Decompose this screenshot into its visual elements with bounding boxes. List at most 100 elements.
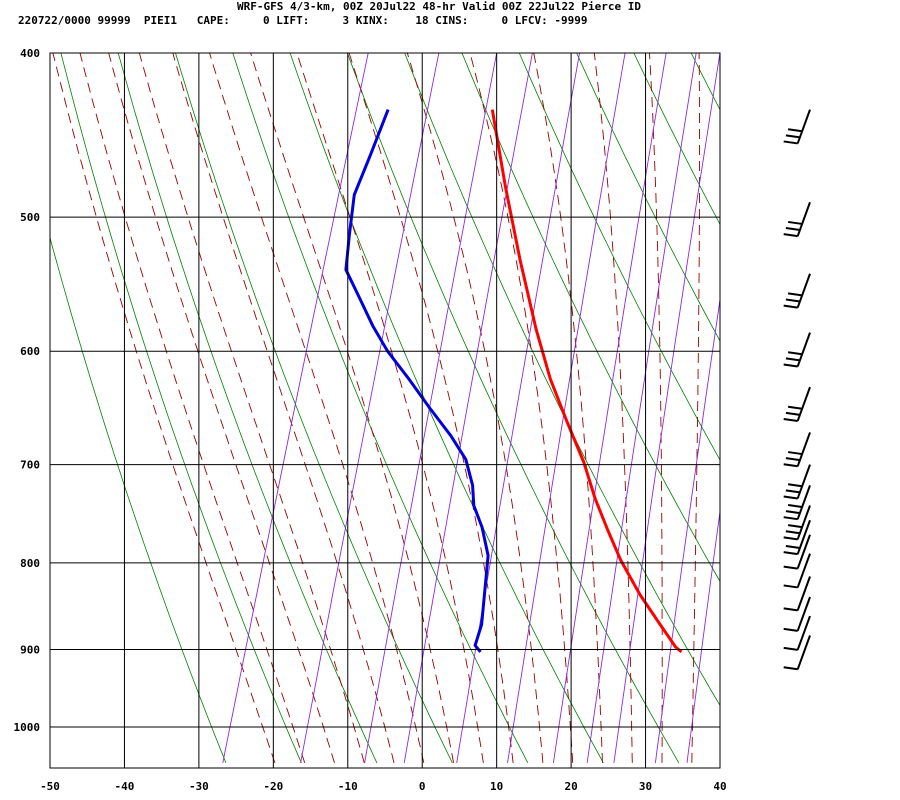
wind-barb bbox=[783, 576, 811, 612]
barb-flag bbox=[783, 417, 798, 422]
x-tick-label: -10 bbox=[338, 780, 358, 793]
wind-barb bbox=[783, 553, 811, 589]
x-tick-label: -50 bbox=[40, 780, 60, 793]
mixing-ratio-line bbox=[686, 508, 720, 763]
barb-flag bbox=[783, 304, 798, 309]
barb-flag bbox=[787, 220, 803, 225]
barb-staff bbox=[796, 596, 811, 632]
barb-flag bbox=[783, 536, 798, 541]
barb-flag bbox=[785, 227, 801, 232]
x-tick-label: 0 bbox=[419, 780, 426, 793]
mixing-ratio-line bbox=[507, 53, 626, 763]
moist-adiabat bbox=[649, 53, 663, 763]
dry-adiabat bbox=[404, 53, 720, 707]
wind-barbs bbox=[783, 109, 811, 671]
wind-barb bbox=[783, 596, 811, 632]
moist-adiabat bbox=[751, 15, 786, 763]
moist-adiabat bbox=[722, 15, 745, 763]
mixing-ratio-line bbox=[222, 53, 369, 763]
x-tick-label: -40 bbox=[115, 780, 135, 793]
wind-barb bbox=[783, 485, 811, 521]
barb-flag bbox=[785, 545, 801, 550]
barb-flag bbox=[785, 411, 801, 416]
barb-flag bbox=[783, 233, 798, 238]
plot-frame bbox=[49, 52, 721, 769]
wind-barb bbox=[783, 432, 811, 468]
barb-flag bbox=[787, 405, 803, 410]
moist-adiabat bbox=[533, 53, 603, 763]
mixing-ratio-line bbox=[456, 53, 581, 763]
barb-flag bbox=[787, 351, 803, 356]
barb-staff bbox=[796, 485, 811, 520]
x-tick-label: -20 bbox=[263, 780, 283, 793]
barb-flag bbox=[785, 298, 801, 303]
barb-flag bbox=[787, 483, 803, 488]
dewpoint-trace bbox=[344, 109, 490, 653]
barb-flag bbox=[787, 451, 803, 456]
moist-adiabat bbox=[138, 53, 365, 764]
x-tick-label: -30 bbox=[189, 780, 209, 793]
barb-staff bbox=[796, 332, 811, 367]
wind-barb bbox=[783, 273, 811, 309]
dry-adiabat bbox=[60, 53, 302, 764]
barb-staff bbox=[796, 464, 811, 499]
y-tick-label: 1000 bbox=[14, 721, 41, 734]
barb-flag bbox=[783, 565, 798, 570]
barb-flag bbox=[783, 584, 798, 589]
barb-staff bbox=[796, 432, 811, 467]
barb-staff bbox=[796, 615, 811, 651]
wind-barb bbox=[783, 505, 811, 541]
barb-flag bbox=[783, 666, 798, 671]
x-tick-label: 10 bbox=[490, 780, 503, 793]
moist-adiabat bbox=[79, 53, 306, 764]
chart-title: WRF-GFS 4/3-km, 00Z 20Jul22 48-hr Valid … bbox=[237, 0, 641, 13]
moist-adiabat bbox=[52, 53, 276, 764]
barb-staff bbox=[796, 386, 811, 422]
wind-barb bbox=[783, 615, 811, 651]
barb-staff bbox=[796, 553, 811, 588]
mixing-ratio-line bbox=[586, 53, 697, 763]
barb-flag bbox=[783, 363, 798, 368]
y-tick-label: 900 bbox=[20, 643, 40, 656]
mixing-ratio-line bbox=[613, 53, 720, 763]
barb-flag bbox=[785, 357, 801, 362]
x-tick-label: 30 bbox=[639, 780, 652, 793]
moist-adiabat bbox=[348, 53, 514, 763]
wind-barb bbox=[783, 635, 811, 671]
dry-adiabat bbox=[232, 53, 529, 764]
wind-barb bbox=[783, 332, 811, 368]
moist-adiabat bbox=[250, 53, 455, 763]
barb-staff bbox=[796, 576, 811, 611]
barb-flag bbox=[783, 516, 798, 521]
dry-adiabat bbox=[175, 53, 453, 764]
wind-barb bbox=[783, 109, 811, 145]
barb-flag bbox=[783, 646, 798, 651]
y-tick-label: 700 bbox=[20, 459, 40, 472]
y-tick-label: 800 bbox=[20, 557, 40, 570]
dry-adiabat bbox=[461, 53, 720, 583]
barb-flag bbox=[785, 530, 801, 535]
barb-flag bbox=[787, 524, 803, 529]
temperature-trace bbox=[490, 109, 683, 654]
x-tick-label: 20 bbox=[564, 780, 577, 793]
moist-adiabat bbox=[172, 53, 395, 764]
barb-staff bbox=[796, 109, 811, 144]
barb-flag bbox=[787, 292, 803, 297]
wind-barb bbox=[783, 534, 811, 570]
barb-flag bbox=[785, 134, 801, 139]
dry-adiabat bbox=[729, 15, 900, 763]
y-tick-label: 600 bbox=[20, 345, 40, 358]
dry-adiabat bbox=[518, 53, 720, 461]
barb-staff bbox=[796, 273, 811, 308]
sounding-indices: 220722/0000 99999 PIEI1 CAPE: 0 LIFT: 3 … bbox=[18, 14, 588, 27]
y-tick-label: 400 bbox=[20, 47, 40, 60]
moist-adiabat bbox=[469, 53, 574, 763]
moist-adiabat bbox=[406, 53, 544, 763]
wind-barb bbox=[783, 201, 811, 238]
dry-adiabat bbox=[289, 53, 604, 764]
plot-area bbox=[50, 15, 900, 764]
barb-flag bbox=[785, 510, 801, 515]
barb-flag bbox=[783, 607, 798, 612]
barb-flag bbox=[785, 489, 801, 494]
wind-barb bbox=[783, 464, 811, 500]
